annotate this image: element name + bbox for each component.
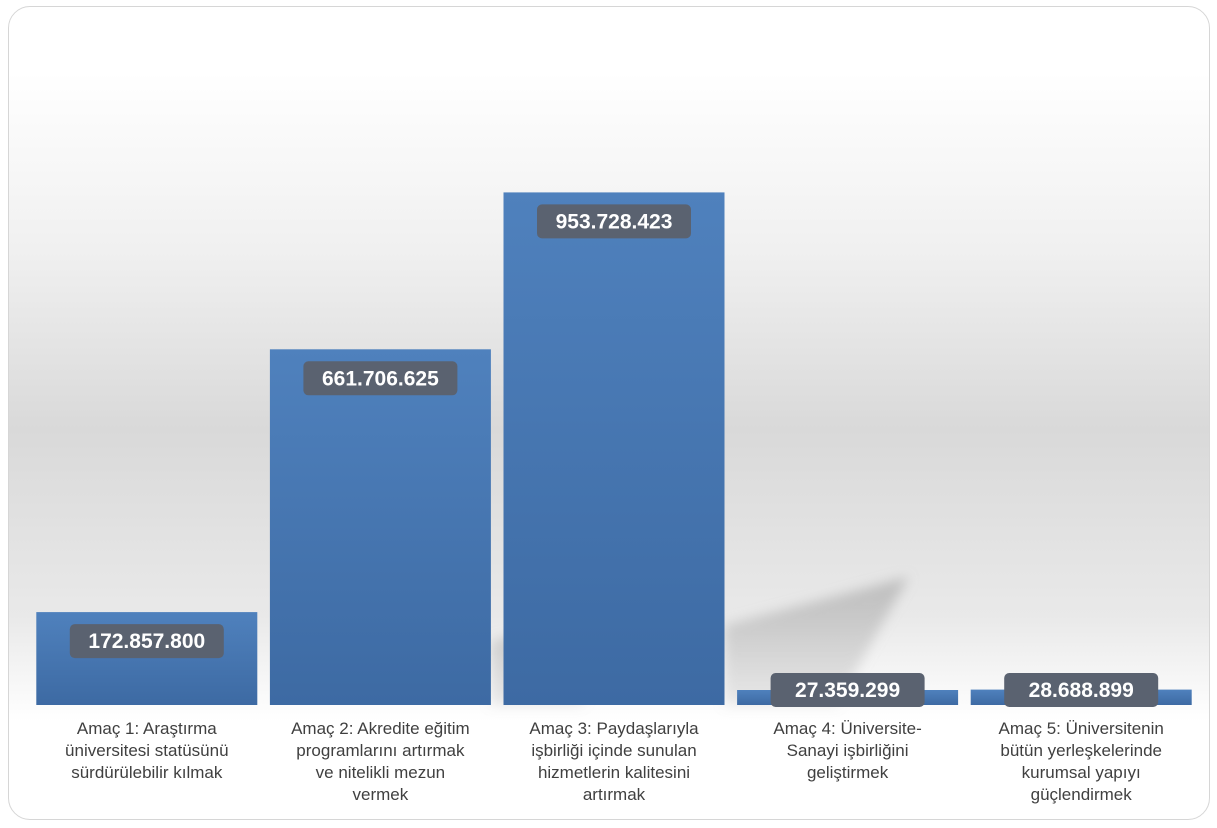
bar-3 (503, 192, 725, 705)
category-label-4: Amaç 4: Üniversite- Sanayi işbirliğini gel… (736, 718, 960, 784)
category-label-line: Amaç 1: Araştırma (76, 719, 217, 738)
data-label-box (1004, 673, 1159, 707)
data-label-text: 661.706.625 (322, 367, 439, 390)
category-label-line: Amaç 4: Üniversite- (773, 719, 922, 738)
data-label-text: 27.359.299 (795, 679, 900, 702)
category-label-line: geliştirmek (806, 763, 889, 782)
data-label-box (69, 624, 224, 659)
category-label-line: vermek (352, 785, 409, 804)
category-label-line: sürdürülebilir kılmak (71, 763, 223, 782)
category-label-5: Amaç 5: Üniversitenin bütün yerleşkelerin… (969, 718, 1193, 806)
category-label-line: üniversitesi statüsünü (65, 741, 229, 760)
category-label-line: güçlendirmek (1030, 785, 1132, 804)
data-label-box (770, 673, 925, 707)
category-label-line: kurumsal yapıyı (1021, 763, 1141, 782)
bar-2 (269, 349, 491, 705)
data-label-4: 27.359.299 (770, 673, 925, 707)
data-label-5: 28.688.899 (1004, 673, 1159, 707)
bar-shadow (724, 577, 909, 705)
category-label-2: Amaç 2: Akredite eğitim programlarını art… (268, 718, 492, 806)
data-label-3: 953.728.423 (537, 204, 691, 239)
data-label-2: 661.706.625 (303, 361, 458, 396)
category-label-line: işbirliği içinde sunulan (531, 741, 697, 760)
category-label-line: hizmetlerin kalitesini (537, 763, 691, 782)
data-label-text: 953.728.423 (556, 210, 673, 233)
data-label-text: 28.688.899 (1029, 679, 1134, 702)
category-label-line: Amaç 2: Akredite eğitim (291, 719, 470, 738)
category-label-line: Amaç 3: Paydaşlarıyla (529, 719, 699, 738)
category-label-line: Sanayi işbirliğini (786, 741, 909, 760)
category-label-line: artırmak (582, 785, 646, 804)
category-label-line: programlarını artırmak (296, 741, 465, 760)
category-label-line: ve nitelikli mezun (315, 763, 446, 782)
category-label-line: bütün yerleşkelerinde (1000, 741, 1162, 760)
category-label-3: Amaç 3: Paydaşlarıyla işbirliği içinde su… (502, 718, 726, 806)
category-label-1: Amaç 1: Araştırma üniversitesi statüsünü s… (35, 718, 259, 784)
data-label-box (537, 204, 691, 239)
category-label-line: Amaç 5: Üniversitenin (998, 719, 1164, 738)
data-label-text: 172.857.800 (88, 630, 205, 653)
data-label-1: 172.857.800 (69, 624, 224, 659)
data-label-box (303, 361, 458, 396)
